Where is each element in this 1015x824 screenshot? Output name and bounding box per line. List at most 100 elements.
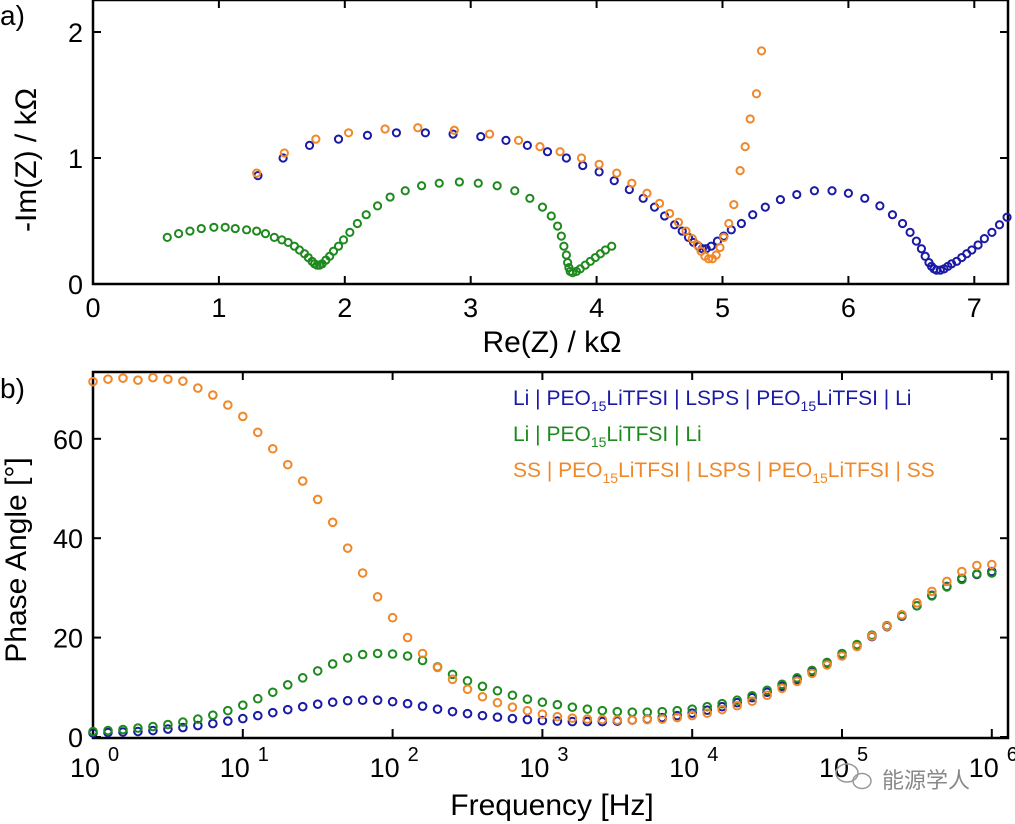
panel-b-data-point — [717, 698, 727, 709]
panel-b-data-point — [552, 716, 563, 726]
panel-a-data-point — [809, 186, 820, 196]
panel-b-series-2 — [88, 372, 997, 725]
panel-a-data-point — [343, 128, 354, 138]
watermark-text: 能源学人 — [882, 769, 970, 794]
panel-b-data-point — [597, 714, 608, 725]
panel-a-x-tick-label: 0 — [85, 293, 100, 323]
panel-a-data-point — [522, 140, 532, 150]
panel-b-data-point — [942, 582, 952, 592]
panel-b-data-point — [702, 708, 712, 718]
panel-a-data-point — [241, 225, 252, 235]
panel-b-data-point — [612, 706, 623, 717]
panel-b-x-tick-exponent: 2 — [408, 744, 419, 766]
panel-a-data-point — [1002, 212, 1012, 222]
panel-b-data-point — [462, 708, 473, 719]
panel-a-data-point — [513, 135, 524, 145]
panel-b-data-point — [372, 695, 383, 706]
panel-a-data-point — [775, 194, 786, 205]
panel-a-data-point — [400, 186, 410, 196]
panel-a-data-point — [230, 223, 240, 234]
panel-b-data-point — [957, 566, 967, 577]
panel-a-data-point — [642, 188, 652, 198]
panel-b-data-point — [492, 697, 503, 708]
panel-a-data-point — [278, 153, 288, 163]
panel-b-data-point — [702, 705, 712, 715]
panel-a-data-point — [715, 242, 725, 253]
panel-b-x-tick-exponent: 6 — [1007, 744, 1015, 766]
panel-b-x-tick-label: 10 — [370, 753, 400, 783]
panel-b-x-tick-exponent: 1 — [258, 744, 269, 766]
panel-b-data-point — [897, 609, 907, 620]
panel-b-data-point — [807, 668, 817, 679]
panel-b-y-tick-label: 20 — [53, 624, 83, 654]
panel-b-data-point — [567, 702, 578, 712]
panel-b-data-point — [747, 690, 757, 701]
panel-a-series-0 — [253, 128, 1012, 275]
panel-b-data-point — [762, 690, 772, 701]
panel-a-data-point — [687, 234, 697, 244]
panel-a-data-point — [711, 250, 721, 260]
panel-b-y-axis-title: Phase Angle [°] — [0, 457, 33, 662]
panel-b-data-point — [297, 476, 308, 486]
panel-a-data-point — [420, 128, 430, 138]
panel-a-data-point — [561, 153, 571, 163]
panel-b-x-tick-exponent: 3 — [557, 744, 568, 766]
panel-b-data-point — [522, 705, 533, 716]
panel-b-data-point — [282, 459, 293, 470]
panel-a-data-point — [556, 231, 566, 241]
panel-b-data-point — [507, 713, 518, 724]
panel-b-data-point — [208, 718, 218, 729]
panel-a-data-point — [719, 232, 729, 242]
panel-b-data-point — [342, 543, 353, 553]
panel-a-frame — [91, 0, 1010, 286]
panel-b-data-point — [148, 721, 158, 732]
panel-b-data-point — [282, 680, 293, 690]
panel-b-data-point — [642, 714, 653, 725]
panel-a-data-point — [920, 251, 930, 261]
panel-a-x-tick-label: 2 — [337, 293, 352, 323]
panel-b-data-point — [88, 376, 98, 387]
panel-b-data-point — [867, 631, 877, 641]
panel-a-data-point — [704, 254, 714, 264]
panel-b-data-point — [267, 443, 278, 454]
panel-b-data-point — [537, 709, 548, 719]
panel-b-y-tick-label: 0 — [68, 723, 83, 753]
panel-b-data-point — [507, 690, 518, 701]
legend-entry-1: Li | PEO15LiTFSI | Li — [513, 423, 702, 450]
panel-a-data-point — [792, 189, 802, 200]
panel-a-data-point — [600, 245, 611, 255]
panel-a-data-points — [162, 46, 1012, 278]
panel-b-data-point — [792, 676, 802, 687]
panel-a-data-point — [473, 178, 483, 188]
panel-a-data-point — [827, 186, 837, 196]
panel-b-data-point — [178, 376, 188, 386]
panel-b-data-point — [567, 713, 578, 723]
panel-b-y-tick-label: 60 — [53, 425, 83, 455]
panel-a-series-2 — [252, 46, 767, 264]
panel-a-data-point — [994, 220, 1005, 230]
panel-a-data-point — [535, 142, 545, 152]
panel-b-data-point — [612, 715, 623, 725]
panel-b-data-point — [282, 704, 293, 715]
panel-b-data-point — [477, 710, 488, 721]
panel-b-data-point — [238, 700, 248, 710]
panel-b-data-point — [552, 711, 563, 722]
panel-b-x-tick-exponent: 0 — [108, 744, 119, 766]
panel-a-y-tick-label: 0 — [68, 270, 83, 300]
panel-a-data-point — [252, 168, 262, 178]
panel-b-data-point — [762, 685, 772, 696]
panel-a-data-point — [979, 234, 989, 244]
panel-a-data-point — [434, 178, 444, 188]
panel-a-data-point — [860, 193, 870, 203]
legend-entry-2: SS | PEO15LiTFSI | LSPS | PEO15LiTFSI | … — [513, 459, 935, 486]
panel-b-data-point — [462, 676, 473, 686]
panel-a-data-point — [362, 130, 373, 140]
panel-b-data-point — [792, 673, 802, 683]
panel-b-data-point — [312, 699, 323, 709]
panel-b-data-point — [417, 648, 428, 659]
panel-b-data-point — [822, 660, 832, 670]
panel-b-data-point — [987, 559, 997, 570]
panel-a-data-point — [542, 147, 553, 157]
